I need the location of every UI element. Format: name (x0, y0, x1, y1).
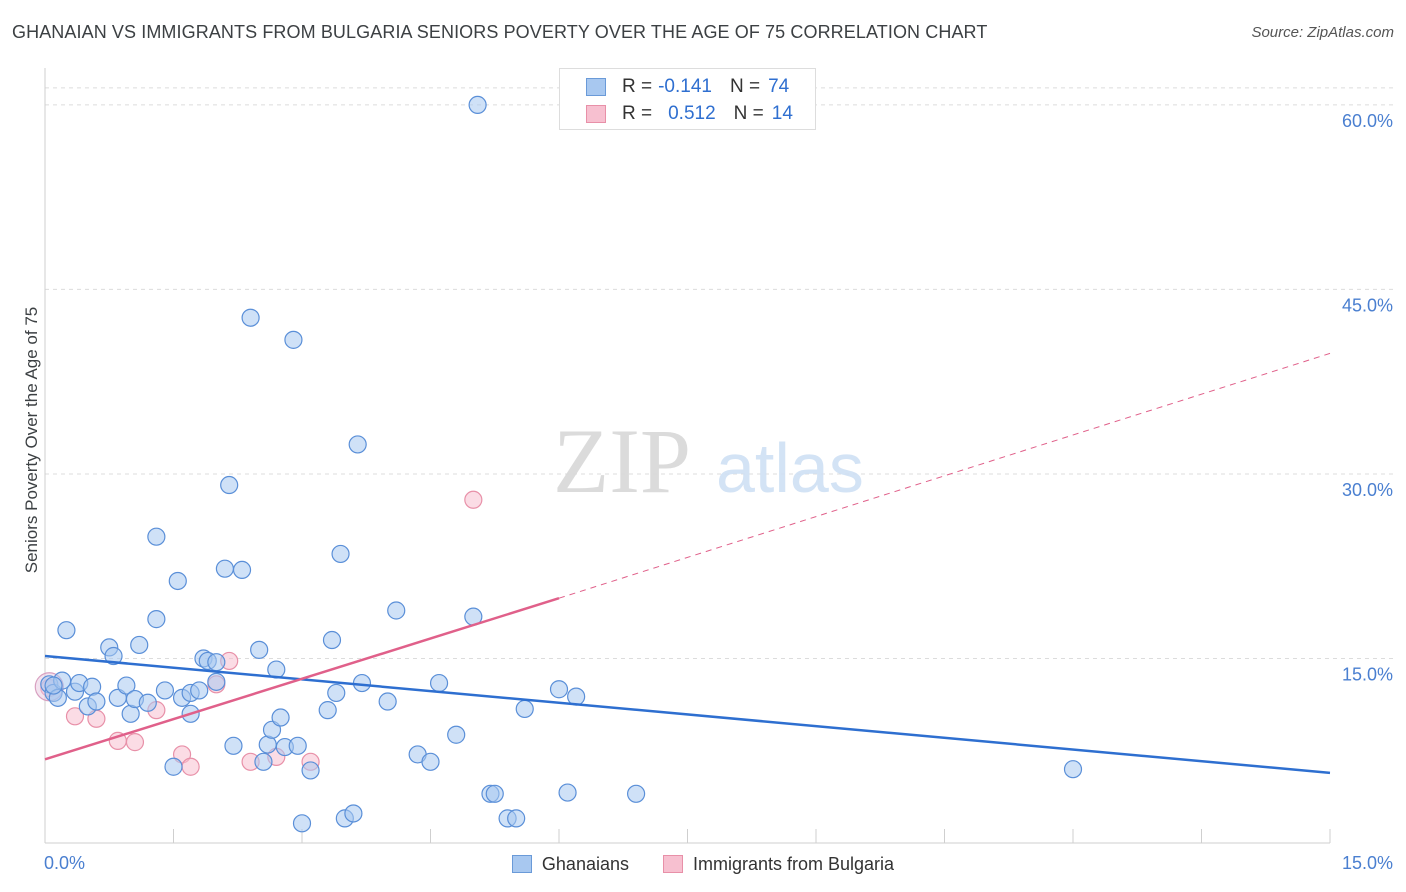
ghanaians-point-19 (147, 527, 166, 546)
legend-item-bulgaria[interactable]: Immigrants from Bulgaria (663, 854, 894, 875)
ghanaians-point-60 (447, 725, 466, 744)
watermark: ZIP atlas (553, 410, 864, 512)
ghanaians-point-32 (220, 475, 239, 495)
legend-r-value: 0.512 (668, 103, 716, 124)
ghanaians-point-30 (207, 653, 226, 672)
bulgaria-point-7 (181, 757, 200, 776)
ghanaians-point-59 (429, 673, 449, 693)
watermark-atlas: atlas (716, 429, 864, 507)
ghanaians-point-50 (331, 544, 350, 564)
ghanaians-point-13 (117, 676, 136, 695)
x-tick-label-min: 0.0% (44, 853, 85, 873)
ghanaians-point-9 (87, 692, 106, 711)
bulgaria-point-13 (464, 490, 483, 509)
legend-label-bulgaria: Immigrants from Bulgaria (693, 853, 895, 874)
legend-r-label: R = (622, 103, 653, 124)
legend-n-value: 14 (771, 103, 793, 124)
ghanaians-point-72 (1063, 760, 1083, 779)
ghanaians-point-71 (626, 784, 646, 803)
ghanaians-point-18 (147, 610, 166, 629)
trend-line-bulgaria-extension (558, 352, 1331, 599)
ghanaians-point-20 (155, 681, 175, 700)
ghanaians-point-4 (57, 621, 76, 640)
ghanaians-point-48 (322, 630, 342, 650)
ghanaians-point-73 (44, 676, 63, 695)
legend-item-ghanaians[interactable]: Ghanaians (511, 853, 629, 875)
bulgaria-point-6 (172, 745, 192, 764)
ghanaians-point-64 (485, 784, 504, 803)
legend-n-label: N = (733, 103, 764, 124)
ghanaians-point-68 (549, 680, 569, 699)
ghanaians-point-62 (468, 95, 487, 115)
ghanaians-point-33 (224, 736, 243, 755)
ghanaians-point-26 (190, 681, 209, 700)
ghanaians-point-16 (130, 635, 149, 655)
tick-labels: 15.0% 30.0% 45.0% 60.0% 0.0% 15.0% (44, 111, 1393, 873)
ghanaians-point-34 (232, 560, 252, 580)
ghanaians-point-29 (207, 672, 226, 691)
chart-title: GHANAIAN VS IMMIGRANTS FROM BULGARIA SEN… (12, 22, 988, 42)
trend-line-ghanaians (44, 654, 1331, 775)
ghanaians-point-43 (284, 330, 303, 349)
ghanaians-point-56 (387, 601, 406, 620)
bulgaria-point-1 (65, 707, 85, 726)
ghanaians-point-21 (164, 757, 183, 776)
ghanaians-point-46 (301, 761, 320, 780)
series-legend: Ghanaians Immigrants from Bulgaria (0, 852, 1406, 876)
ghanaians-point-36 (250, 640, 269, 659)
correlation-legend: R = -0.141 N = 74 R = 0.512 N = 14 (559, 68, 816, 130)
legend-swatch-ghanaians (586, 78, 606, 96)
watermark-zip: ZIP (553, 410, 691, 512)
ghanaians-point-69 (558, 783, 577, 802)
y-tick-label-2: 45.0% (1342, 295, 1393, 315)
ghanaians-point-53 (348, 435, 367, 454)
ghanaians-point-45 (292, 814, 312, 833)
ghanaians-point-41 (271, 708, 290, 727)
source-credit: Source: ZipAtlas.com (1251, 24, 1394, 41)
ghanaians-point-49 (327, 683, 346, 703)
ghanaians-point-35 (241, 308, 260, 327)
ghanaians-point-52 (344, 804, 363, 823)
legend-r-value: -0.141 (658, 76, 712, 97)
y-tick-label-3: 60.0% (1342, 111, 1393, 131)
trend-lines (44, 352, 1331, 775)
x-tick-label-max: 15.0% (1342, 853, 1393, 873)
legend-r-label: R = (622, 76, 653, 97)
ghanaians-point-66 (507, 809, 526, 828)
legend-swatch-bulgaria (663, 855, 683, 873)
legend-row-bulgaria: R = 0.512 N = 14 (586, 102, 793, 126)
ghanaians-point-39 (262, 720, 282, 739)
ghanaians-point-55 (378, 692, 397, 711)
legend-row-ghanaians: R = -0.141 N = 74 (586, 75, 789, 99)
bulgaria-point-4 (125, 733, 145, 752)
ghanaians-point-22 (168, 571, 187, 591)
legend-n-label: N = (729, 76, 761, 97)
series-bulgaria-points (34, 490, 483, 776)
y-tick-label-1: 30.0% (1342, 480, 1393, 500)
ghanaians-point-58 (421, 752, 440, 771)
ghanaians-point-44 (288, 736, 307, 755)
ghanaians-point-47 (318, 701, 337, 720)
y-tick-label-0: 15.0% (1342, 664, 1393, 684)
legend-label-ghanaians: Ghanaians (541, 853, 629, 874)
axes (44, 68, 1331, 844)
legend-swatch-bulgaria (586, 105, 606, 123)
trend-line-bulgaria (44, 597, 560, 761)
legend-swatch-ghanaians (511, 855, 532, 873)
ghanaians-point-17 (138, 693, 157, 712)
ghanaians-point-11 (104, 646, 123, 666)
ghanaians-point-37 (254, 752, 273, 771)
ghanaians-point-31 (215, 559, 234, 578)
ghanaians-point-67 (515, 699, 534, 719)
legend-n-value: 74 (768, 76, 790, 97)
